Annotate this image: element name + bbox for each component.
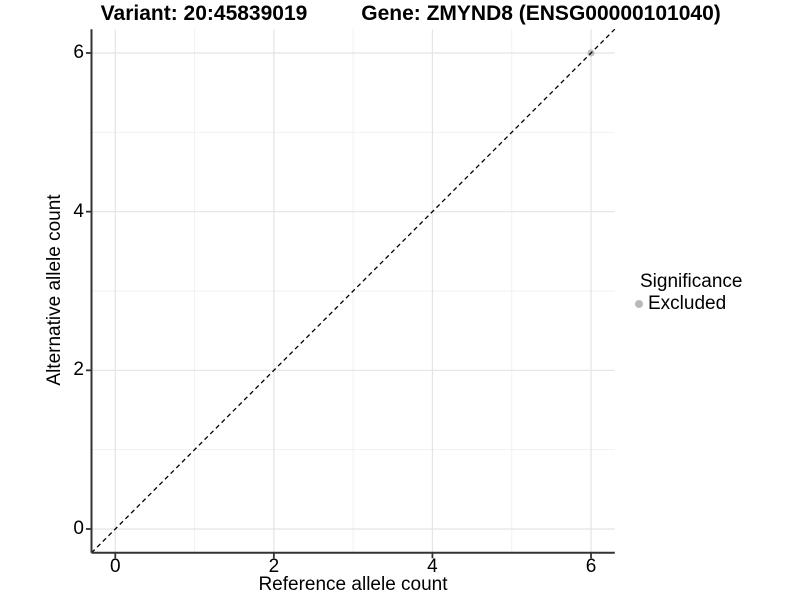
y-axis-title: Alternative allele count xyxy=(44,194,65,386)
identity-line xyxy=(91,28,616,554)
legend-items: Excluded xyxy=(630,294,742,313)
legend-point-icon xyxy=(634,299,643,308)
y-tick-label: 2 xyxy=(73,359,84,381)
legend-key xyxy=(630,295,647,313)
x-tick-label: 4 xyxy=(427,556,438,577)
y-tick-label: 0 xyxy=(73,518,84,539)
x-tick-label: 2 xyxy=(268,556,280,577)
x-tick-label: 6 xyxy=(585,556,597,577)
gene-title: Gene: ZMYND8 (ENSG00000101040) xyxy=(361,2,721,25)
y-tick-label: 4 xyxy=(73,200,84,222)
legend-item: Excluded xyxy=(630,294,742,313)
legend-item-label: Excluded xyxy=(648,293,727,314)
x-tick-label: 0 xyxy=(109,556,121,577)
legend-title: Significance xyxy=(640,271,743,292)
x-axis-title: Reference allele count xyxy=(258,574,448,595)
variant-title: Variant: 20:45839019 xyxy=(100,2,308,25)
legend: Significance Excluded xyxy=(630,271,742,313)
y-tick-label: 6 xyxy=(73,42,84,63)
